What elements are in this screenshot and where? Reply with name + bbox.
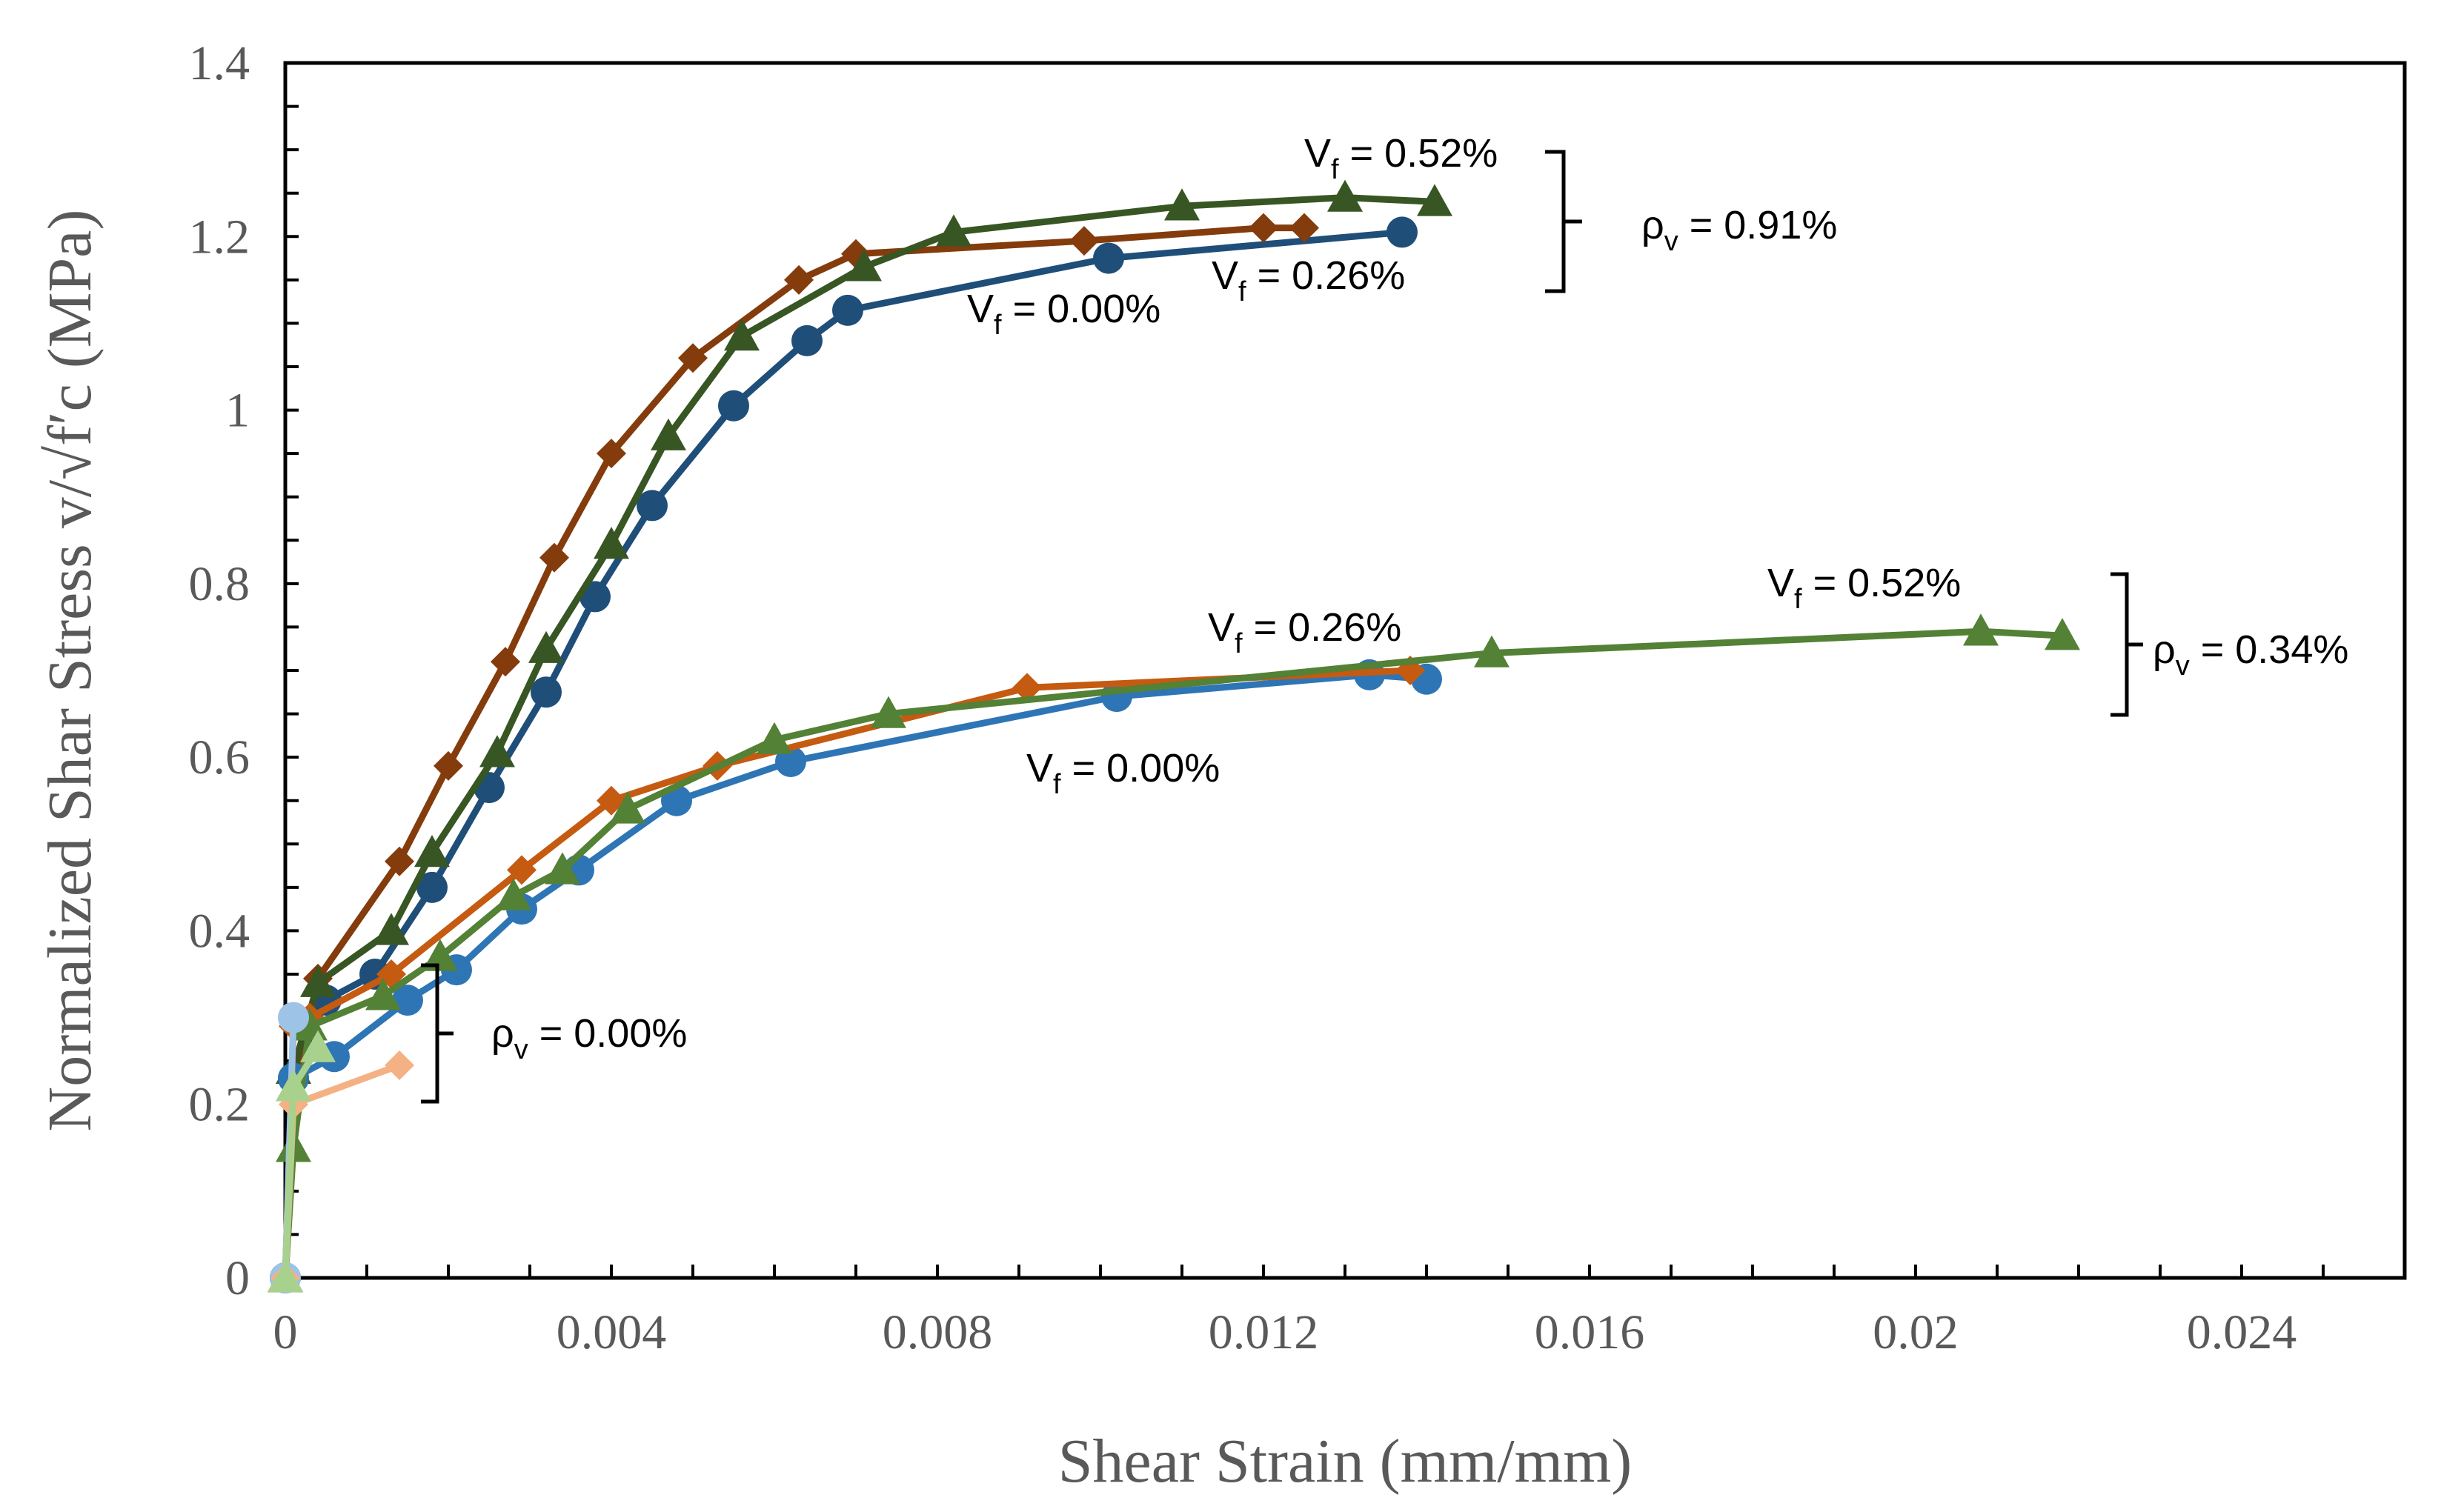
x-tick-label: 0.024 <box>2187 1305 2297 1359</box>
data-point-triangle <box>276 1069 311 1102</box>
data-point-triangle <box>373 913 409 945</box>
annotation-label: Vf = 0.52% <box>1767 561 1961 615</box>
data-point-triangle <box>365 978 401 1010</box>
y-tick-label: 0.6 <box>189 730 250 785</box>
x-tick-label: 0.012 <box>1209 1305 1319 1359</box>
data-point-triangle <box>871 696 906 728</box>
data-point-diamond <box>1289 213 1319 243</box>
series-line <box>282 224 1304 1279</box>
axes: 0 0.004 0.008 0.012 0.016 0.02 0.024 0 0.2 0.4 0.6… <box>189 36 2406 1359</box>
data-point-triangle <box>2045 618 2080 650</box>
data-point-triangle <box>1963 613 1999 646</box>
x-axis-title: Shear Strain (mm/mm) <box>1058 1427 1633 1496</box>
x-tick-label: 0 <box>273 1305 298 1359</box>
data-point-triangle <box>1164 188 1200 221</box>
data-point-circle <box>1093 242 1124 274</box>
annotation-layer: Vf = 0.52% Vf = 0.26% Vf = 0.00% ρv = 0.91%… <box>421 131 2348 1104</box>
data-point-diamond <box>784 264 814 295</box>
data-point-triangle <box>651 418 686 450</box>
data-point-triangle <box>594 527 629 559</box>
data-point-triangle <box>610 791 645 824</box>
data-point-circle <box>832 294 863 326</box>
data-point-circle <box>637 490 668 522</box>
data-point-diamond <box>385 1050 414 1080</box>
data-point-diamond <box>1249 213 1278 243</box>
data-point-diamond <box>434 750 463 781</box>
data-point-triangle <box>724 319 760 351</box>
data-point-diamond <box>1069 226 1099 256</box>
annotation-label: Vf = 0.26% <box>1208 605 1401 659</box>
y-tick-label: 0.8 <box>189 557 250 611</box>
y-tick-label: 0.2 <box>189 1078 250 1132</box>
data-point-triangle <box>300 1030 336 1062</box>
data-point-circle <box>718 390 749 422</box>
bracket <box>2110 572 2143 717</box>
data-point-triangle <box>268 1260 303 1293</box>
series-5 <box>268 613 2080 1293</box>
bracket <box>1545 150 1582 293</box>
data-point-triangle <box>1327 179 1363 212</box>
annotation-label: Vf = 0.00% <box>967 287 1160 341</box>
data-point-triangle <box>545 852 580 885</box>
data-point-diamond <box>507 855 537 885</box>
y-tick-label: 1.4 <box>189 36 250 90</box>
x-tick-label: 0.008 <box>883 1305 993 1359</box>
annotation-label: Vf = 0.26% <box>1212 253 1405 307</box>
y-axis-title: Normalized Shar Stress v/√f′c (MPa) <box>36 210 104 1132</box>
data-point-circle <box>278 1002 309 1033</box>
data-point-triangle <box>1474 635 1510 667</box>
x-tick-label: 0.02 <box>1873 1305 1959 1359</box>
data-point-diamond <box>1012 673 1042 703</box>
series-8 <box>268 1030 336 1293</box>
data-point-triangle <box>300 965 336 997</box>
x-tick-label: 0.016 <box>1535 1305 1645 1359</box>
annotation-label: ρv = 0.34% <box>2153 627 2348 682</box>
data-point-diamond <box>597 439 626 469</box>
series-layer <box>268 179 2080 1293</box>
annotation-label: ρv = 0.00% <box>491 1011 687 1065</box>
data-point-circle <box>791 324 823 356</box>
data-point-triangle <box>528 630 564 663</box>
data-point-triangle <box>846 249 882 282</box>
data-point-triangle <box>1417 184 1452 216</box>
data-point-triangle <box>479 735 515 767</box>
y-tick-label: 1.2 <box>189 210 250 264</box>
data-point-circle <box>1386 216 1418 248</box>
data-point-diamond <box>491 647 520 677</box>
data-point-diamond <box>678 343 708 373</box>
annotation-label: Vf = 0.00% <box>1026 746 1220 800</box>
y-tick-label: 1 <box>225 384 250 438</box>
annotation-label: ρv = 0.91% <box>1641 203 1837 257</box>
annotation-label: Vf = 0.52% <box>1304 131 1498 185</box>
data-point-diamond <box>539 542 569 573</box>
data-point-circle <box>392 985 423 1016</box>
data-point-triangle <box>936 214 972 247</box>
data-point-triangle <box>414 835 450 867</box>
x-tick-label: 0.004 <box>557 1305 667 1359</box>
data-point-circle <box>531 676 562 708</box>
data-point-diamond <box>385 846 414 876</box>
data-point-triangle <box>757 722 792 754</box>
y-tick-label: 0 <box>225 1251 250 1305</box>
bracket <box>421 963 454 1104</box>
data-point-triangle <box>422 939 458 971</box>
y-tick-label: 0.4 <box>189 904 250 958</box>
data-point-circle <box>416 871 448 903</box>
data-point-triangle <box>496 878 531 910</box>
